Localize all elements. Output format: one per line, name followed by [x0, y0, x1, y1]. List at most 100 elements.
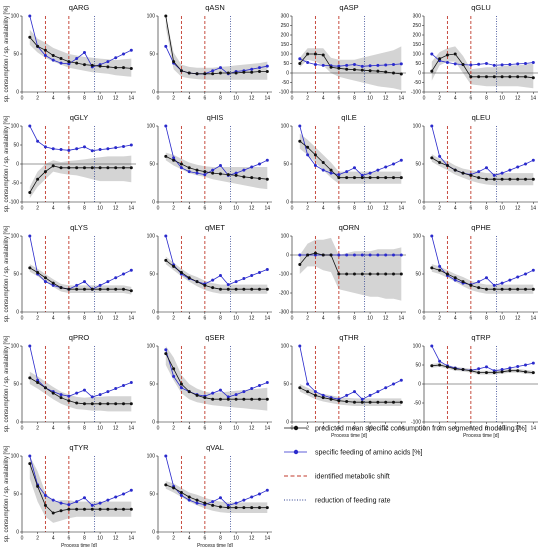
predicted-point-qgly — [82, 166, 86, 170]
predicted-point-qorn — [399, 272, 403, 276]
predicted-point-qorn — [360, 272, 364, 276]
y-tick-label-qtrp: -100 — [411, 420, 421, 426]
x-tick-label-qtyr: 6 — [67, 536, 70, 542]
feeding-point-qasp — [321, 63, 325, 67]
predicted-point-qphe — [445, 272, 449, 276]
feeding-point-qile — [321, 168, 325, 172]
predicted-point-qasn — [226, 71, 230, 75]
x-tick-label-qser: 6 — [203, 426, 206, 432]
predicted-point-qtrp — [531, 371, 535, 375]
predicted-point-qval — [265, 506, 269, 510]
panel-qtrp: qTRP -100 -50 0 50 100 0 2 4 6 8 10 12 14 — [411, 333, 538, 432]
feeding-point-qlys — [51, 283, 55, 287]
x-axis-label-qthr: Process time [d] — [331, 433, 367, 439]
predicted-point-qleu — [438, 160, 442, 164]
predicted-point-qasp — [384, 70, 388, 74]
y-tick-label-qphe: 50 — [415, 272, 421, 278]
predicted-point-qmet — [242, 287, 246, 291]
feeding-point-qtyr — [90, 503, 94, 507]
feeding-point-qleu — [484, 166, 488, 170]
feeding-point-qtrp — [484, 365, 488, 369]
feeding-point-qval — [242, 498, 246, 502]
feeding-point-qthr — [306, 382, 310, 386]
x-tick-label-qorn: 10 — [367, 316, 373, 322]
predicted-point-qile — [368, 176, 372, 180]
feeding-point-qval — [226, 503, 230, 507]
predicted-point-qasp — [368, 69, 372, 73]
feeding-point-qthr — [384, 386, 388, 390]
y-tick-label-qarg: 50 — [13, 52, 19, 58]
feeding-point-qasp — [360, 64, 364, 68]
feeding-point-qhis — [172, 156, 176, 160]
legend-predicted-marker — [293, 425, 299, 431]
predicted-point-qhis — [164, 154, 168, 158]
x-tick-label-qval: 14 — [265, 536, 271, 542]
predicted-point-qorn — [306, 253, 310, 257]
predicted-point-qhis — [218, 172, 222, 176]
predicted-point-qlys — [106, 287, 110, 291]
y-tick-label-qser: 100 — [147, 344, 156, 350]
predicted-point-qtrp — [500, 370, 504, 374]
x-tick-label-qphe: 8 — [485, 316, 488, 322]
feeding-point-qval — [218, 496, 222, 500]
y-tick-label-qorn: -200 — [279, 291, 289, 297]
predicted-point-qasp — [337, 66, 341, 70]
predicted-point-qser — [242, 397, 246, 401]
x-tick-label-qtyr: 8 — [83, 536, 86, 542]
y-tick-label-qgly: 50 — [13, 143, 19, 149]
predicted-point-qthr — [298, 386, 302, 390]
feeding-point-qpro — [122, 384, 126, 388]
x-tick-label-qile: 6 — [337, 206, 340, 212]
predicted-point-qtyr — [59, 509, 63, 513]
y-tick-label-qorn: 100 — [281, 234, 290, 240]
x-tick-label-qorn: 14 — [399, 316, 405, 322]
feeding-point-qile — [384, 165, 388, 169]
x-axis-label-qval: Process time [d] — [197, 543, 233, 547]
x-tick-label-qarg: 10 — [97, 96, 103, 102]
feeding-point-qphe — [516, 275, 520, 279]
feeding-point-qleu — [430, 124, 434, 128]
predicted-point-qpro — [122, 402, 126, 406]
predicted-point-qser — [250, 397, 254, 401]
feeding-point-qile — [345, 170, 349, 174]
x-tick-label-qglu: 8 — [485, 96, 488, 102]
feeding-point-qarg — [122, 52, 126, 56]
predicted-point-qphe — [477, 286, 481, 290]
feeding-point-qphe — [438, 264, 442, 268]
feeding-point-qser — [250, 387, 254, 391]
panel-title-qleu: qLEU — [472, 113, 491, 122]
feeding-point-qlys — [75, 283, 79, 287]
x-tick-label-qpro: 10 — [97, 426, 103, 432]
feeding-point-qphe — [430, 234, 434, 238]
x-tick-label-qtyr: 10 — [97, 536, 103, 542]
feeding-point-qmet — [258, 270, 262, 274]
feeding-point-qser — [234, 393, 238, 397]
predicted-point-qarg — [28, 35, 32, 39]
feeding-point-qasp — [337, 64, 341, 68]
x-tick-label-qleu: 10 — [499, 206, 505, 212]
predicted-point-qarg — [82, 63, 86, 67]
predicted-point-qphe — [430, 266, 434, 270]
predicted-point-qtyr — [98, 507, 102, 511]
x-tick-label-qpro: 8 — [83, 426, 86, 432]
feeding-point-qlys — [28, 234, 32, 238]
feeding-point-qgly — [122, 145, 126, 149]
y-tick-label-qthr: 50 — [283, 382, 289, 388]
feeding-point-qthr — [313, 390, 317, 394]
y-axis-label-row-5: sp. consumption / sp. availability [%] — [4, 445, 10, 542]
y-tick-label-qmet: 50 — [149, 272, 155, 278]
feeding-point-qhis — [203, 173, 207, 177]
predicted-point-qphe — [453, 276, 457, 280]
predicted-point-qhis — [203, 170, 207, 174]
predicted-point-qgly — [59, 166, 63, 170]
x-tick-label-qphe: 2 — [438, 316, 441, 322]
predicted-point-qpro — [59, 396, 63, 400]
feeding-point-qlys — [98, 283, 102, 287]
predicted-point-qthr — [399, 400, 403, 404]
predicted-point-qser — [203, 396, 207, 400]
feeding-point-qthr — [399, 378, 403, 382]
x-tick-label-qile: 14 — [399, 206, 405, 212]
y-tick-label-qorn: -100 — [279, 272, 289, 278]
feeding-point-qlys — [106, 280, 110, 284]
x-tick-label-qhis: 2 — [172, 206, 175, 212]
